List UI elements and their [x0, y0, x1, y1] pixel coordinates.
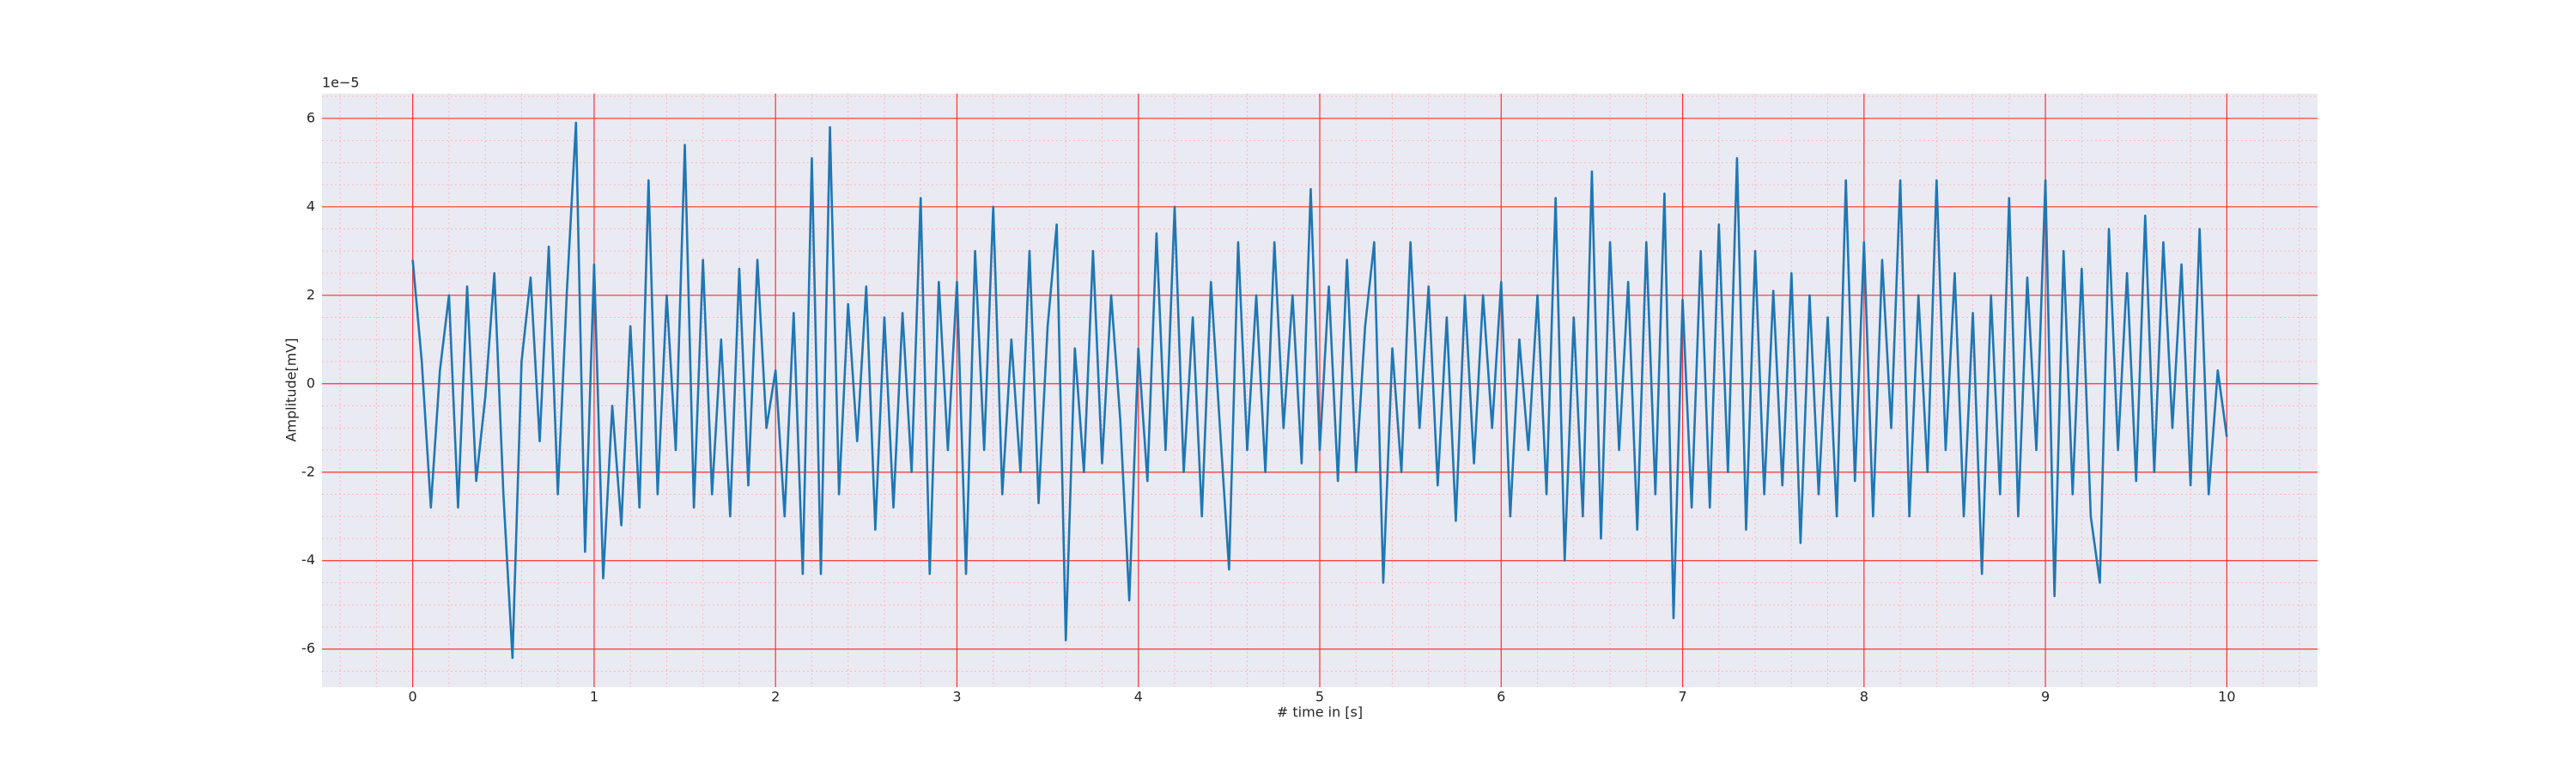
x-tick-label: 2 — [771, 689, 780, 705]
x-tick-label: 6 — [1497, 689, 1505, 705]
offset-label: 1e−5 — [322, 75, 360, 91]
x-tick-label: 7 — [1678, 689, 1686, 705]
x-tick-label: 8 — [1860, 689, 1868, 705]
y-tick-label: 6 — [307, 109, 315, 125]
x-tick-label: 10 — [2218, 689, 2235, 705]
y-axis-label: Amplitude[mV] — [283, 338, 300, 441]
x-tick-label: 4 — [1134, 689, 1143, 705]
y-tick-label: -2 — [301, 463, 315, 479]
y-tick-label: 0 — [307, 374, 315, 391]
marks — [411, 121, 2228, 660]
x-tick-label: 0 — [409, 689, 417, 705]
y-tick-label: -4 — [301, 551, 315, 568]
x-axis-label: # time in [s] — [1277, 704, 1363, 721]
y-tick-label: 2 — [307, 286, 315, 302]
x-tick-label: 5 — [1315, 689, 1324, 705]
signal-line — [411, 121, 2228, 660]
x-tick-label: 9 — [2041, 689, 2050, 705]
x-tick-label: 1 — [590, 689, 598, 705]
x-tick-label: 3 — [952, 689, 961, 705]
y-tick-label: 4 — [307, 198, 315, 214]
y-tick-label: -6 — [301, 640, 315, 656]
